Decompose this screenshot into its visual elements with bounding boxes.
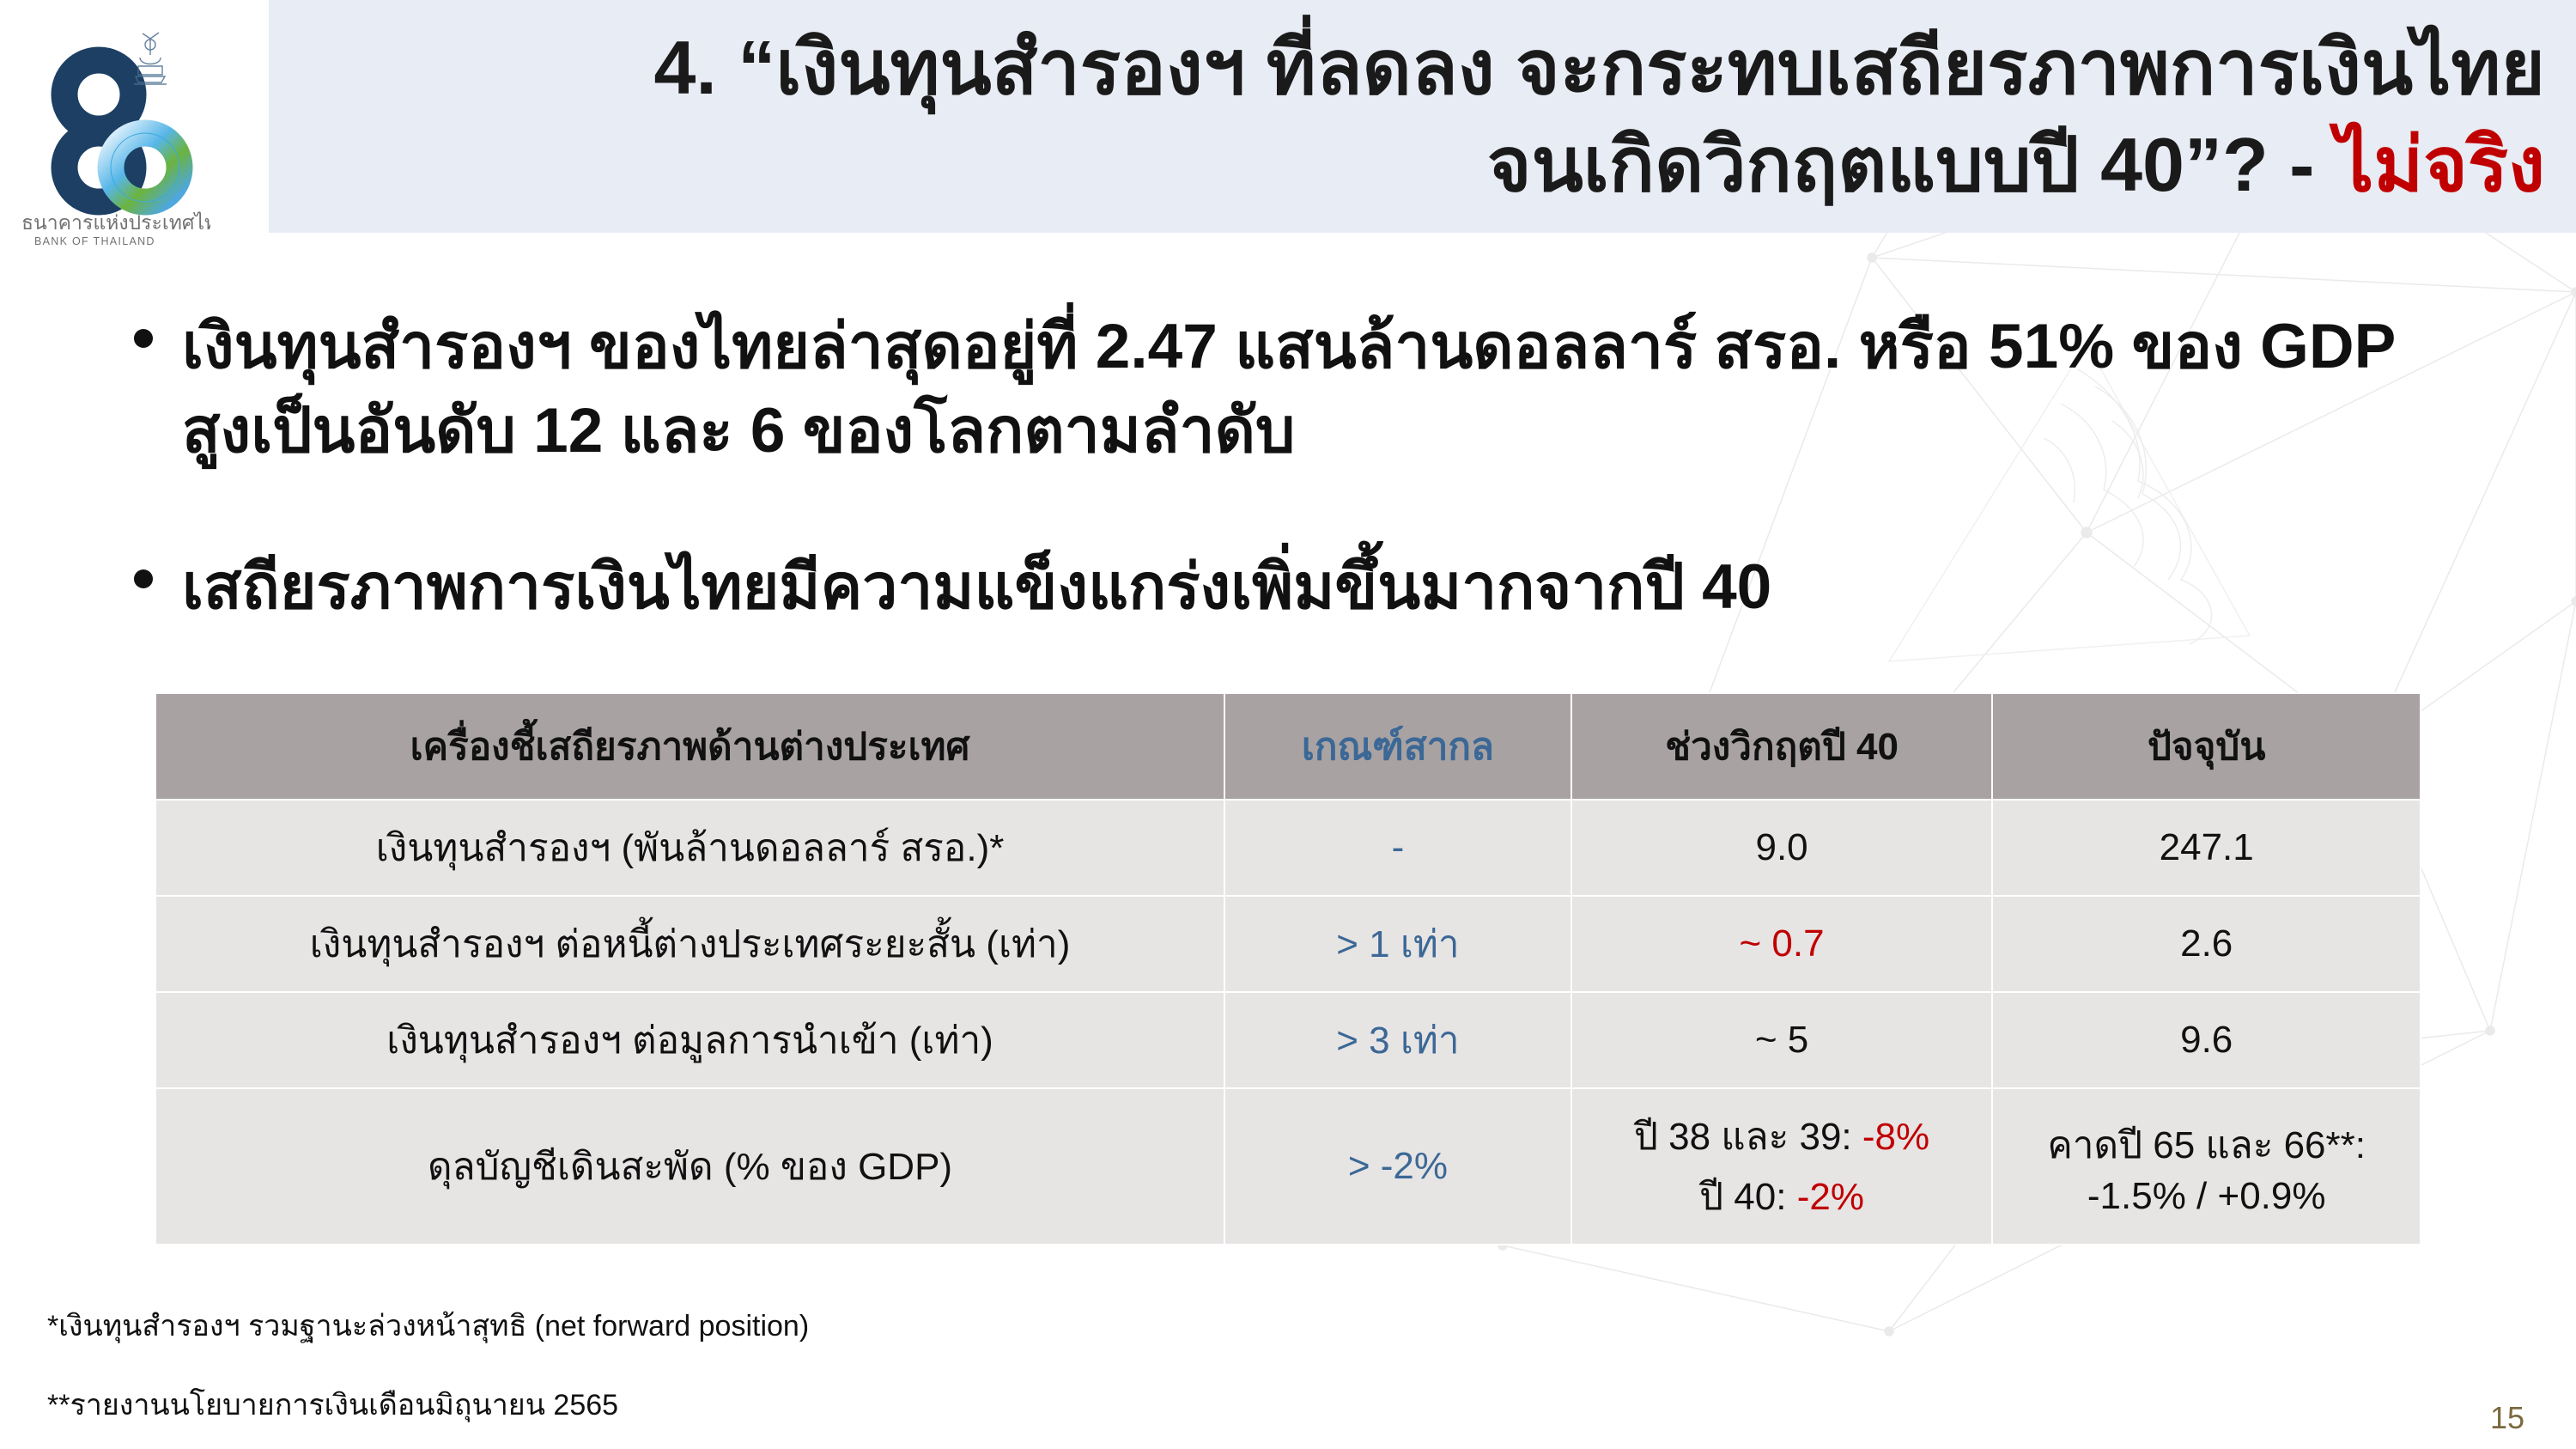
svg-text:ธนาคารแห่งประเทศไทย: ธนาคารแห่งประเทศไทย — [21, 211, 210, 234]
svg-text:BANK OF THAILAND: BANK OF THAILAND — [34, 235, 155, 247]
